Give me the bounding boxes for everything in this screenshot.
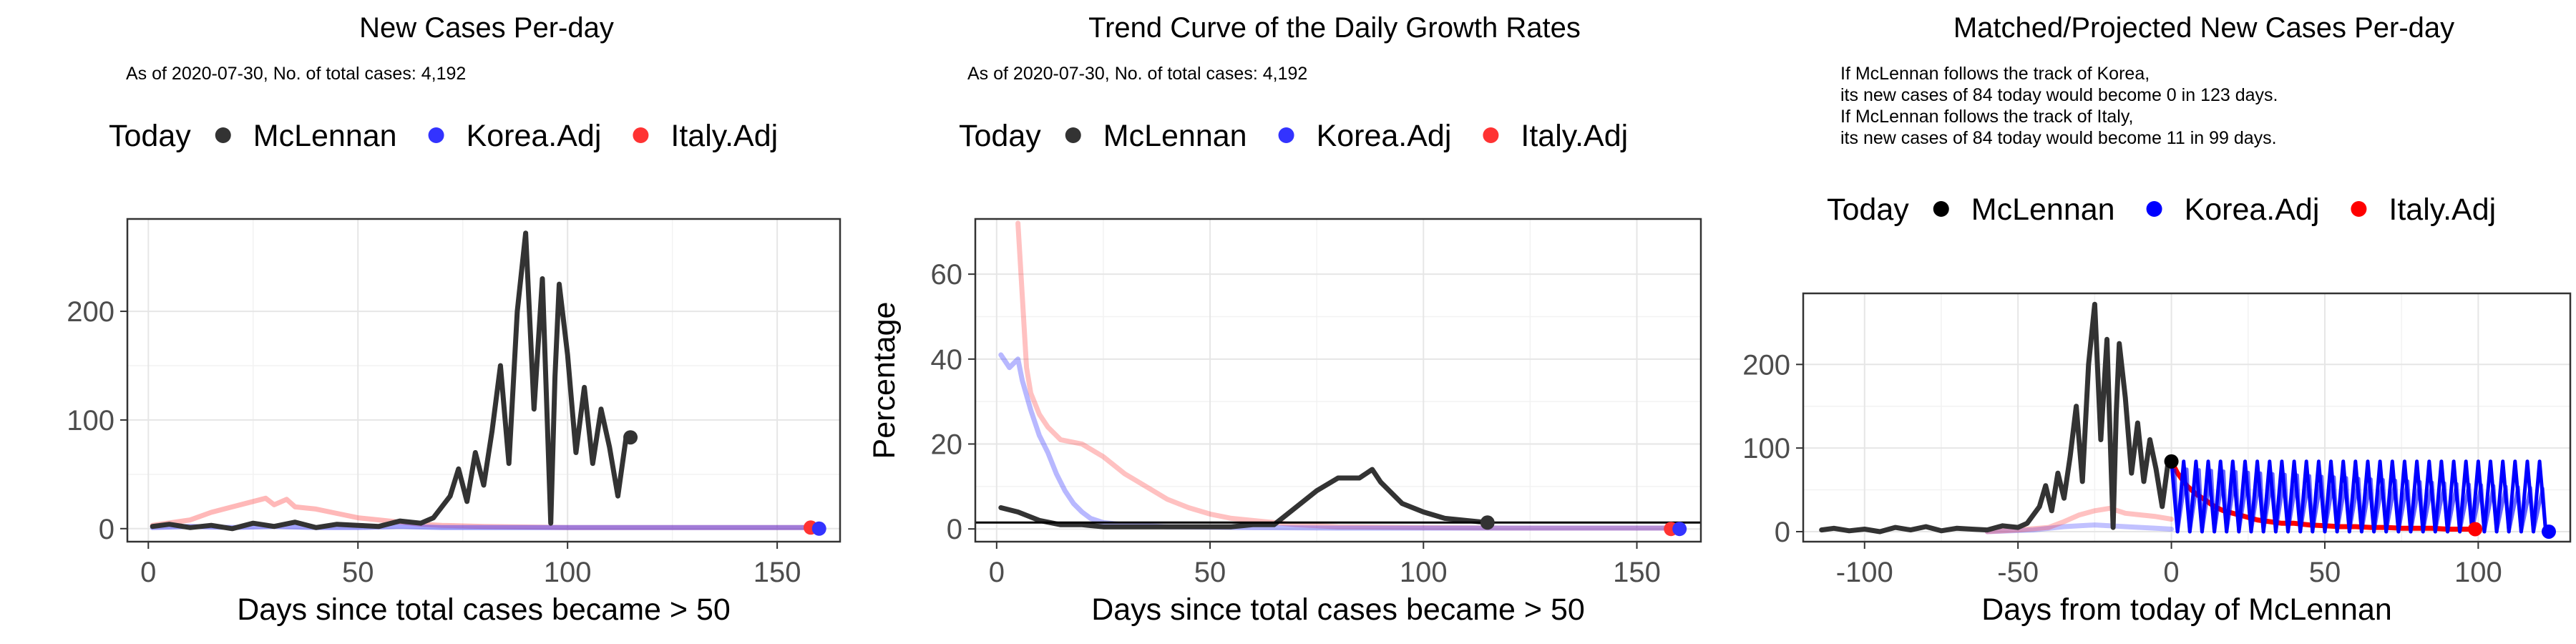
x-tick-label: 150 [1613,557,1661,588]
chart-subtitle-line: its new cases of 84 today would become 0… [1840,85,2278,105]
axis-ticks: 0 50 100 150 0 20 40 60 [931,259,1661,588]
plot-border [126,218,841,543]
legend-entry: McLennan [253,119,397,153]
chart-subtitle-line: If McLennan follows the track of Italy, [1840,107,2133,127]
legend-marker [2146,201,2162,217]
y-tick-label: 0 [947,514,962,545]
legend-entry: Korea.Adj [2185,192,2320,227]
x-tick-label: 0 [2163,557,2179,588]
legend-marker [1278,127,1294,143]
legend-title: Today [1827,192,1909,227]
grid [127,219,840,542]
legend-marker [215,127,231,143]
x-tick-label: 100 [544,557,592,588]
chart-subtitle-line: If McLennan follows the track of Korea, [1840,64,2150,84]
today-point [623,430,638,445]
plot-border [1802,292,2572,543]
legend-marker [1933,201,1949,217]
today-point [2541,524,2556,539]
panel-3: Matched/Projected New Cases Per-day If Mc… [1742,12,2572,627]
chart-title: Trend Curve of the Daily Growth Rates [1088,12,1581,44]
series-line [150,495,814,530]
legend-entry: Korea.Adj [1317,119,1452,153]
legend-entry: Korea.Adj [467,119,602,153]
y-tick-label: 0 [99,514,114,545]
series-line [150,230,633,532]
y-tick-label: 60 [931,259,963,291]
today-point [2468,522,2483,537]
series-line [2170,459,2548,534]
today-point [1672,522,1687,537]
legend-marker [1483,127,1499,143]
plot-lines [150,230,822,532]
y-tick-label: 0 [1775,517,1790,548]
legend-title: Today [109,119,191,153]
legend-entry: Italy.Adj [2389,192,2496,227]
legend: Today McLennan Korea.Adj Italy.Adj [1827,192,2496,227]
series-line [1819,301,2175,535]
x-tick-label: 50 [1194,557,1226,588]
today-point [811,521,826,536]
legend-marker [428,127,444,143]
axis-ticks: 0 50 100 150 0 100 200 [67,296,801,588]
x-tick-label: 150 [753,557,801,588]
today-point [1480,515,1495,530]
series-line [1984,505,2175,535]
x-axis-label: Days since total cases became > 50 [237,592,731,627]
chart-title: Matched/Projected New Cases Per-day [1953,12,2454,44]
legend-marker [1065,127,1081,143]
y-axis-label: Percentage [867,302,902,459]
legend-entry: McLennan [1103,119,1247,153]
chart-subtitle: As of 2020-07-30, No. of total cases: 4,… [126,64,466,84]
legend-title: Today [959,119,1041,153]
axis-ticks: -100 -50 0 50 100 0 100 200 [1742,349,2502,588]
plot-lines [1819,301,2548,535]
plot-border [974,218,1702,543]
series-line [150,524,822,530]
x-tick-label: 100 [2454,557,2502,588]
legend-marker [633,127,649,143]
chart-title: New Cases Per-day [359,12,614,44]
plot-area [127,219,840,542]
series-line [1984,522,2175,535]
series-line [998,467,1491,530]
y-tick-label: 100 [1742,433,1790,464]
legend-marker [2351,201,2367,217]
x-axis-label: Days since total cases became > 50 [1091,592,1585,627]
y-tick-label: 40 [931,344,963,376]
y-tick-label: 100 [67,405,114,436]
chart-subtitle-line: its new cases of 84 today would become 1… [1840,128,2277,148]
y-tick-label: 200 [1742,349,1790,381]
x-tick-label: 0 [989,557,1005,588]
panel-2: Trend Curve of the Daily Growth Rates As … [867,12,1702,627]
x-tick-label: -100 [1836,557,1893,588]
chart-subtitle: As of 2020-07-30, No. of total cases: 4,… [967,64,1307,84]
series-line [998,352,1682,531]
legend: Today McLennan Korea.Adj Italy.Adj [109,119,778,153]
legend: Today McLennan Korea.Adj Italy.Adj [959,119,1628,153]
x-tick-label: 0 [140,557,156,588]
y-tick-label: 200 [67,296,114,328]
legend-entry: Italy.Adj [670,119,778,153]
x-tick-label: 100 [1400,557,1448,588]
legend-entry: Italy.Adj [1521,119,1628,153]
legend-entry: McLennan [1971,192,2115,227]
grid [975,219,1701,542]
plot-area [975,219,1701,542]
panel-1: New Cases Per-day As of 2020-07-30, No. o… [67,12,841,627]
x-tick-label: 50 [2309,557,2341,588]
x-axis-label: Days from today of McLennan [1981,592,2392,627]
plot-lines [998,220,1682,531]
x-tick-label: -50 [1997,557,2039,588]
today-point [2164,454,2179,469]
x-tick-label: 50 [342,557,374,588]
y-tick-label: 20 [931,429,963,461]
series-line [1015,220,1674,531]
